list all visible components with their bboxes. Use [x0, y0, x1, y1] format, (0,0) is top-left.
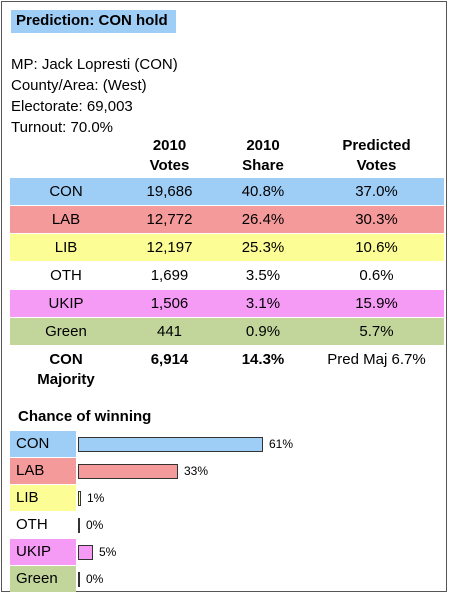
predicted-cell: 15.9%	[309, 289, 444, 318]
majority-share-cell: 14.3%	[241, 351, 285, 368]
chance-party-label: LAB	[10, 458, 76, 484]
predicted-column-header: Predicted Votes	[309, 136, 444, 178]
party-column-header	[10, 136, 122, 178]
chance-percent-label: 5%	[99, 545, 117, 559]
votes-column-header: 2010 Votes	[122, 136, 217, 178]
table-row: Green 441 0.9% 5.7%	[10, 317, 444, 346]
majority-votes-cell: 6,914	[150, 351, 189, 368]
votes-cell: 19,686	[122, 178, 217, 206]
turnout-line: Turnout: 70.0%	[11, 119, 114, 136]
party-cell: LAB	[10, 205, 122, 234]
chance-row: OTH 0%	[10, 512, 440, 538]
chance-bar	[78, 545, 93, 560]
chance-party-label: Green	[10, 566, 76, 592]
chance-of-winning-title: Chance of winning	[18, 408, 152, 425]
results-table: 2010 Votes 2010 Share Predicted Votes CO…	[10, 136, 444, 390]
votes-cell: 12,772	[122, 205, 217, 234]
predicted-cell: 5.7%	[309, 317, 444, 346]
table-row: CON 19,686 40.8% 37.0%	[10, 178, 444, 206]
share-column-header: 2010 Share	[217, 136, 309, 178]
votes-cell: 1,699	[122, 261, 217, 290]
chance-bar	[78, 572, 80, 587]
share-cell: 3.1%	[217, 289, 309, 318]
predicted-cell: 0.6%	[309, 261, 444, 290]
share-header-line1: 2010	[246, 137, 280, 154]
chance-bar	[78, 437, 263, 452]
chance-bar	[78, 464, 178, 479]
chance-row: LIB 1%	[10, 485, 440, 511]
table-row: OTH 1,699 3.5% 0.6%	[10, 261, 444, 290]
votes-header-line1: 2010	[152, 137, 187, 154]
majority-label-line1: CON	[49, 351, 83, 368]
votes-header-line2: Votes	[149, 157, 190, 174]
chance-party-label: OTH	[10, 512, 76, 538]
results-header-row: 2010 Votes 2010 Share Predicted Votes	[10, 136, 444, 178]
predicted-header-line1: Predicted	[342, 137, 411, 154]
votes-cell: 1,506	[122, 289, 217, 318]
chance-percent-label: 61%	[269, 437, 294, 451]
predicted-majority-cell: Pred Maj 6.7%	[327, 351, 426, 368]
mp-line: MP: Jack Lopresti (CON)	[11, 56, 178, 73]
table-row: LIB 12,197 25.3% 10.6%	[10, 233, 444, 262]
share-cell: 0.9%	[217, 317, 309, 346]
predicted-cell: 10.6%	[309, 233, 444, 262]
predicted-cell: 37.0%	[309, 178, 444, 206]
share-cell: 40.8%	[217, 178, 309, 206]
chance-party-label: UKIP	[10, 539, 76, 565]
electorate-line: Electorate: 69,003	[11, 98, 133, 115]
majority-label-line2: Majority	[37, 371, 95, 388]
chance-row: LAB 33%	[10, 458, 440, 484]
chance-of-winning-chart: CON 61% LAB 33% LIB 1% OTH 0% UKIP 5% Gr…	[10, 431, 440, 593]
chance-bar	[78, 518, 80, 533]
chance-bar	[78, 491, 81, 506]
chance-row: UKIP 5%	[10, 539, 440, 565]
share-header-line2: Share	[242, 157, 284, 174]
share-cell: 26.4%	[217, 205, 309, 234]
county-line: County/Area: (West)	[11, 77, 147, 94]
chance-row: CON 61%	[10, 431, 440, 457]
table-row: LAB 12,772 26.4% 30.3%	[10, 205, 444, 234]
party-cell: LIB	[10, 233, 122, 262]
table-row: UKIP 1,506 3.1% 15.9%	[10, 289, 444, 318]
prediction-headline: Prediction: CON hold	[11, 10, 176, 33]
predicted-cell: 30.3%	[309, 205, 444, 234]
share-cell: 3.5%	[217, 261, 309, 290]
party-cell: CON	[10, 178, 122, 206]
votes-cell: 12,197	[122, 233, 217, 262]
party-cell: Green	[10, 317, 122, 346]
majority-label-cell: CON Majority	[10, 346, 122, 391]
party-cell: OTH	[10, 261, 122, 290]
votes-cell: 441	[122, 317, 217, 346]
party-cell: UKIP	[10, 289, 122, 318]
majority-row: CON Majority 6,914 14.3% Pred Maj 6.7%	[10, 346, 444, 391]
chance-party-label: CON	[10, 431, 76, 457]
predicted-header-line2: Votes	[356, 157, 397, 174]
chance-percent-label: 0%	[86, 518, 104, 532]
chance-percent-label: 0%	[86, 572, 104, 586]
constituency-info: MP: Jack Lopresti (CON) County/Area: (We…	[11, 54, 178, 138]
chance-row: Green 0%	[10, 566, 440, 592]
chance-percent-label: 33%	[184, 464, 209, 478]
chance-percent-label: 1%	[87, 491, 105, 505]
chance-party-label: LIB	[10, 485, 76, 511]
share-cell: 25.3%	[217, 233, 309, 262]
